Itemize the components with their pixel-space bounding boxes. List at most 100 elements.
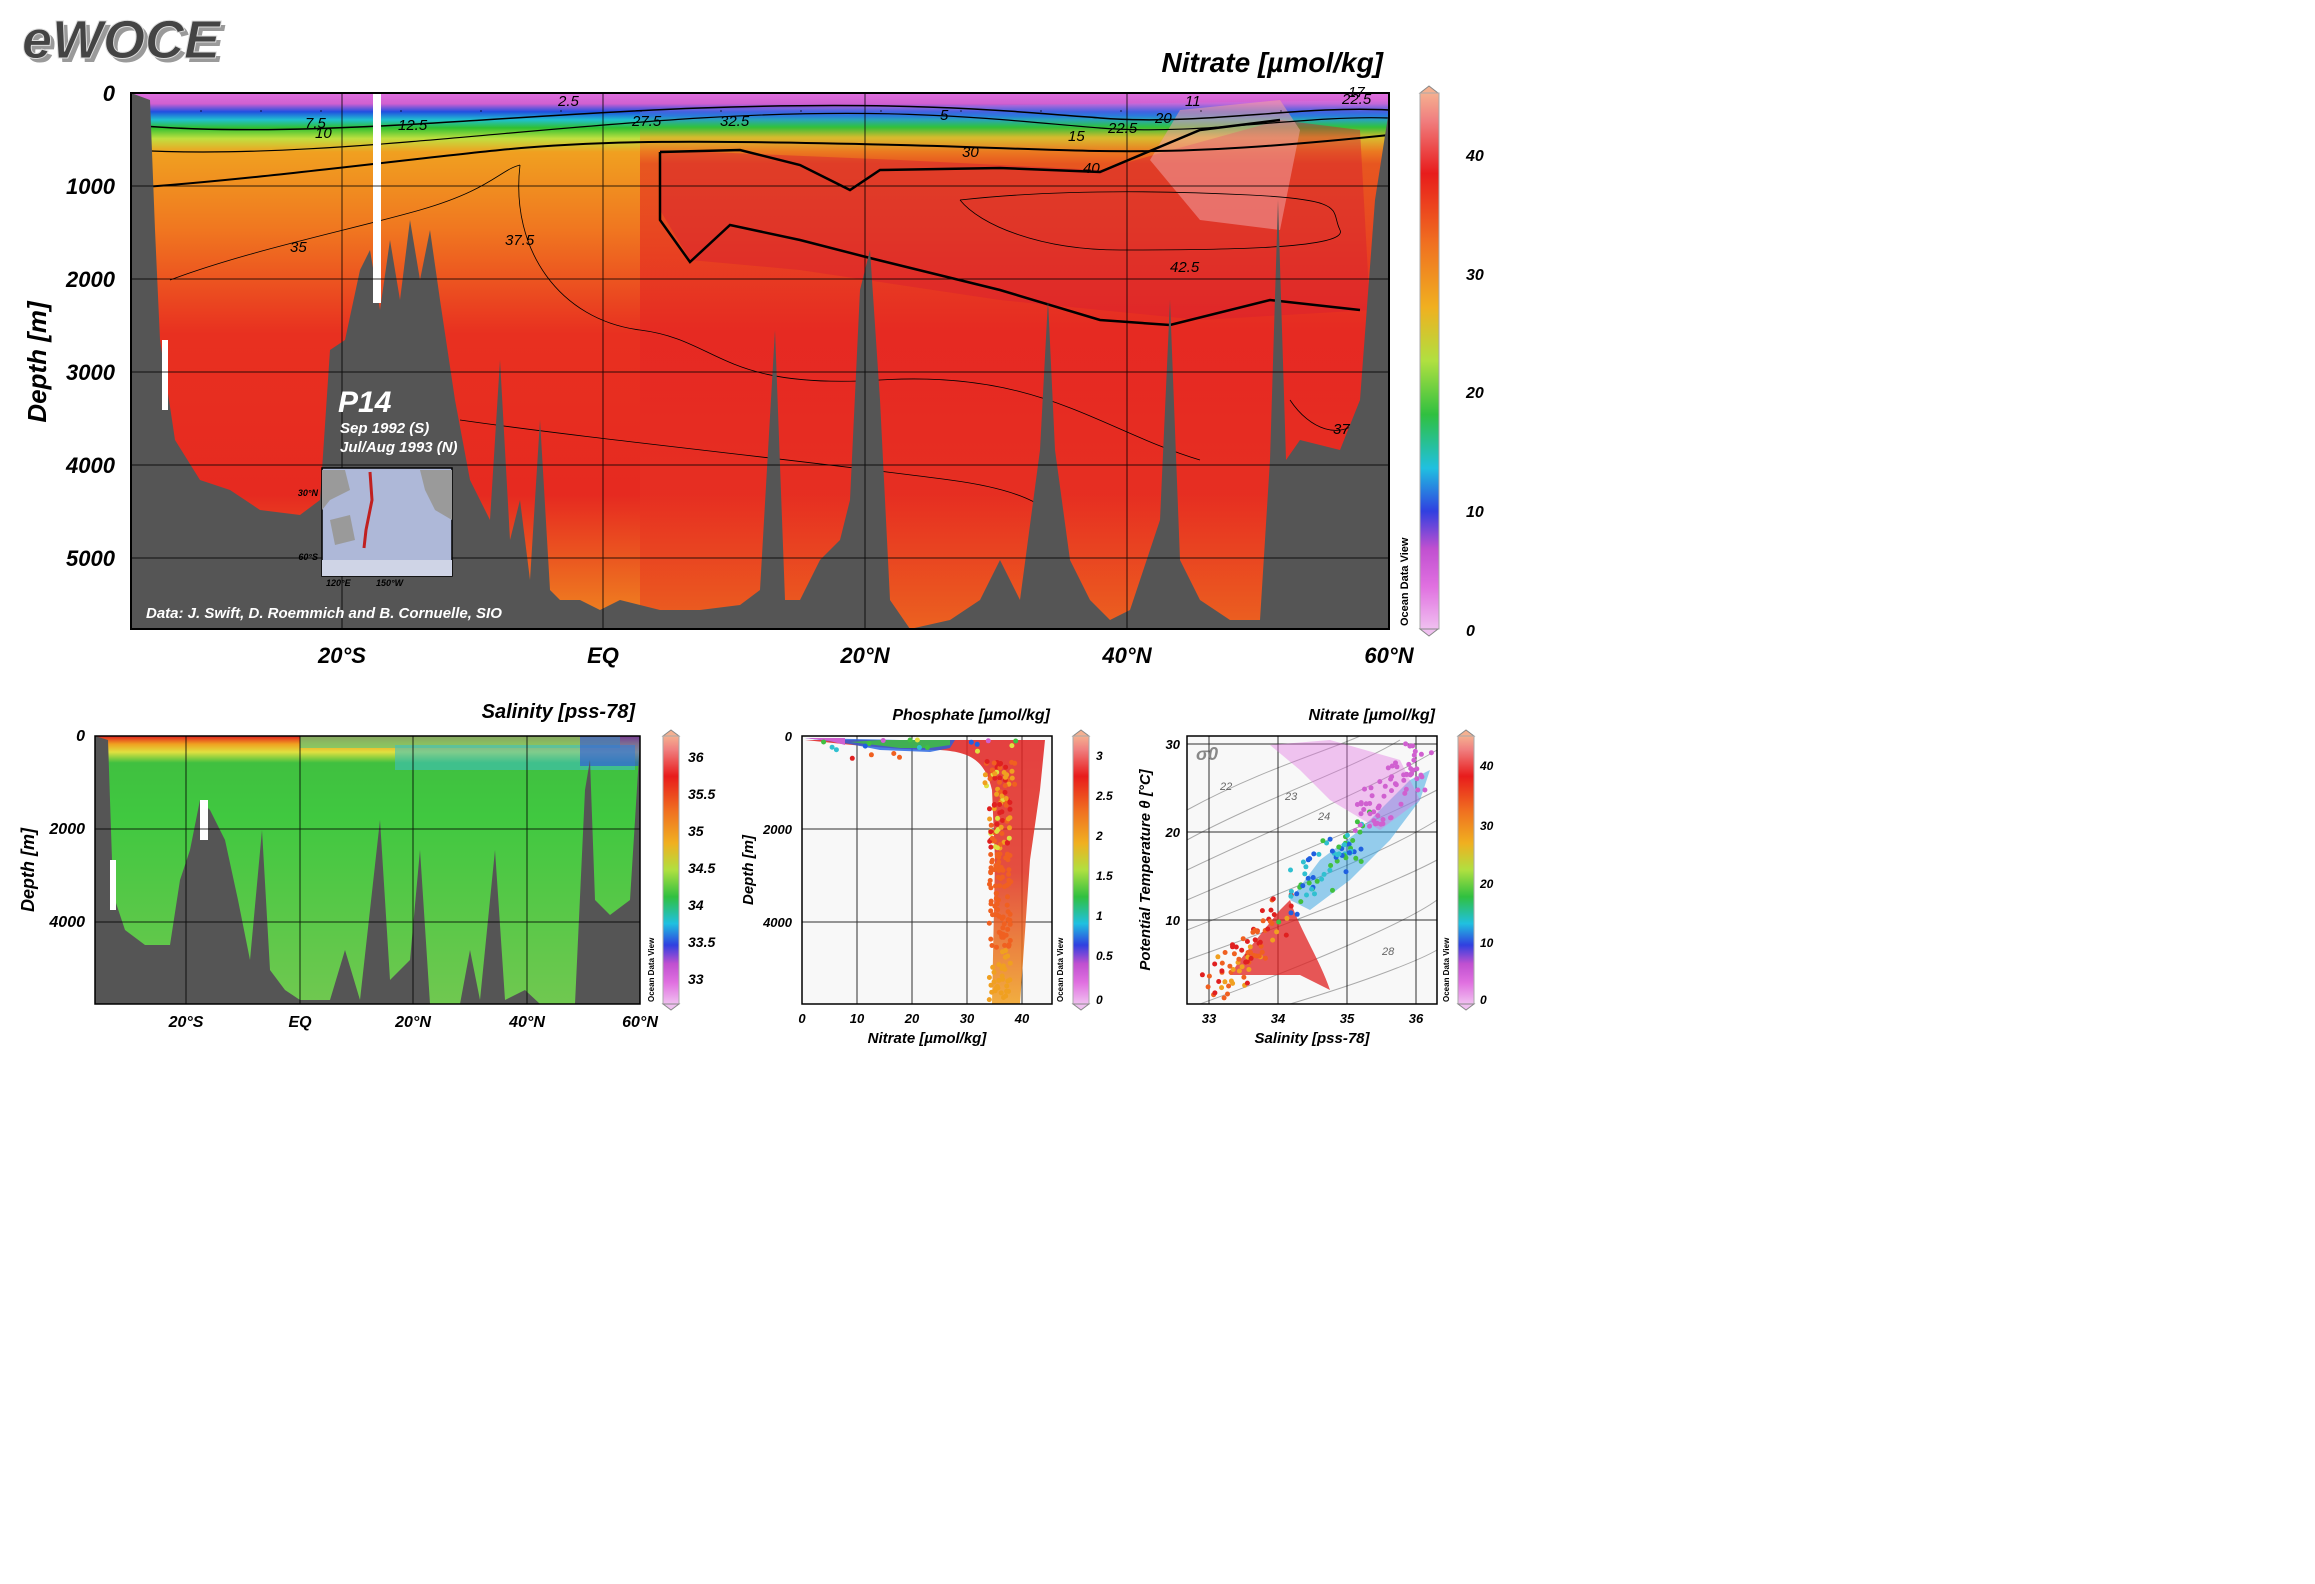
- x-tick: 35: [1340, 1011, 1355, 1026]
- ts-point: [1245, 950, 1251, 955]
- y-tick: 2000: [48, 821, 85, 838]
- ts-point: [1225, 991, 1230, 997]
- colorbar-tick: 0: [1480, 993, 1487, 1007]
- data-gap: [373, 93, 381, 303]
- contour-label: 5: [940, 107, 949, 124]
- phosphate-point: [891, 751, 897, 756]
- phosphate-point: [991, 806, 997, 812]
- contour-label: 22.5: [1341, 91, 1372, 108]
- phosphate-point: [998, 824, 1004, 830]
- ts-surface-cluster: [1270, 740, 1420, 830]
- colorbar-tick: 2.5: [1095, 789, 1113, 803]
- y-tick: 2000: [762, 822, 793, 837]
- phosphate-point: [1007, 977, 1013, 983]
- colorbar-tick: 20: [1479, 877, 1494, 891]
- logo-shadow: eWOCE: [26, 14, 226, 74]
- phosphate-point: [1000, 867, 1006, 873]
- phosphate-point: [994, 944, 999, 950]
- x-tick: 20°S: [168, 1014, 204, 1031]
- ts-point: [1329, 848, 1335, 854]
- colorbar-tick: 33: [688, 971, 704, 987]
- ts-deep-cluster: [1230, 900, 1330, 990]
- ts-point: [1267, 919, 1273, 924]
- phosphate-point: [999, 916, 1005, 921]
- phosphate-point: [988, 822, 994, 828]
- y-tick: 0: [785, 729, 793, 744]
- phosphate-surface-lowest: [805, 738, 845, 745]
- phosphate-point: [1006, 867, 1012, 873]
- phosphate-y-axis-label: Depth [m]: [740, 834, 757, 905]
- ts-point: [1244, 939, 1250, 944]
- ts-point: [1270, 937, 1276, 943]
- phosphate-point: [1000, 818, 1005, 823]
- ts-point: [1283, 932, 1289, 938]
- ts-point: [1358, 859, 1364, 864]
- phosphate-point: [988, 829, 994, 835]
- phosphate-point: [991, 979, 997, 985]
- ts-point: [1422, 787, 1428, 793]
- ts-point: [1328, 863, 1334, 868]
- ts-point: [1373, 821, 1378, 827]
- ts-point: [1358, 801, 1364, 807]
- phosphate-point: [1012, 781, 1018, 787]
- phosphate-points: [821, 737, 1019, 1003]
- ts-point: [1428, 750, 1434, 756]
- ts-point: [1259, 908, 1265, 914]
- ts-point: [1414, 766, 1420, 772]
- ts-point: [1385, 765, 1391, 771]
- ts-point: [1241, 974, 1247, 980]
- nitrate-42-core: [1150, 100, 1300, 230]
- ts-point: [1231, 951, 1237, 957]
- phosphate-point: [994, 864, 999, 870]
- phosphate-title: Phosphate [µmol/kg]: [892, 707, 1050, 724]
- phosphate-point: [998, 990, 1004, 996]
- phosphate-point: [1009, 768, 1015, 774]
- ts-x-axis-label: Salinity [pss-78]: [1254, 1030, 1370, 1047]
- ts-y-axis-label: Potential Temperature θ [°C]: [1137, 768, 1154, 970]
- x-tick: 33: [1202, 1011, 1217, 1026]
- ts-point: [1368, 785, 1374, 791]
- phosphate-point: [1003, 855, 1009, 861]
- ts-point: [1403, 741, 1409, 747]
- y-tick: 0: [103, 81, 116, 106]
- phosphate-point: [988, 852, 994, 857]
- ts-point: [1303, 864, 1309, 870]
- ts-point: [1300, 883, 1306, 889]
- ts-point: [1389, 774, 1395, 780]
- ts-point: [1294, 911, 1300, 917]
- phosphate-point: [1003, 993, 1009, 999]
- phosphate-point: [1000, 925, 1006, 931]
- colorbar-tick: 0: [1096, 993, 1103, 1007]
- phosphate-point: [1013, 738, 1019, 744]
- isopycnal-label: 28: [1381, 946, 1395, 958]
- x-tick: 60°N: [622, 1014, 658, 1031]
- phosphate-point: [996, 929, 1002, 935]
- ts-point: [1394, 764, 1400, 770]
- contour-label: 42.5: [1170, 259, 1200, 276]
- ts-point: [1216, 979, 1222, 984]
- salinity-seafloor: [95, 736, 640, 1004]
- ts-point: [1362, 786, 1367, 792]
- phosphate-point: [1006, 835, 1012, 841]
- phosphate-point: [1005, 816, 1011, 822]
- phosphate-point: [897, 754, 902, 760]
- ts-point: [1256, 953, 1262, 959]
- phosphate-point: [998, 876, 1004, 881]
- ts-point: [1344, 832, 1350, 838]
- ts-point: [1268, 907, 1274, 913]
- phosphate-point: [862, 743, 868, 749]
- inset-land: [322, 470, 350, 510]
- x-tick: 20: [904, 1011, 920, 1026]
- ts-point: [1352, 828, 1358, 834]
- ts-point: [1327, 836, 1333, 842]
- ts-point: [1375, 805, 1381, 811]
- phosphate-point: [997, 765, 1003, 771]
- x-tick: 40°N: [508, 1014, 545, 1031]
- main-title: Nitrate [µmol/kg]: [1162, 47, 1385, 78]
- x-tick: 40: [1014, 1011, 1030, 1026]
- ts-point: [1401, 777, 1407, 783]
- phosphate-point: [880, 738, 886, 743]
- phosphate-point: [995, 985, 1001, 991]
- ts-point: [1288, 893, 1294, 899]
- main-y-ticks: 0 1000 2000 3000 4000 5000: [65, 81, 116, 571]
